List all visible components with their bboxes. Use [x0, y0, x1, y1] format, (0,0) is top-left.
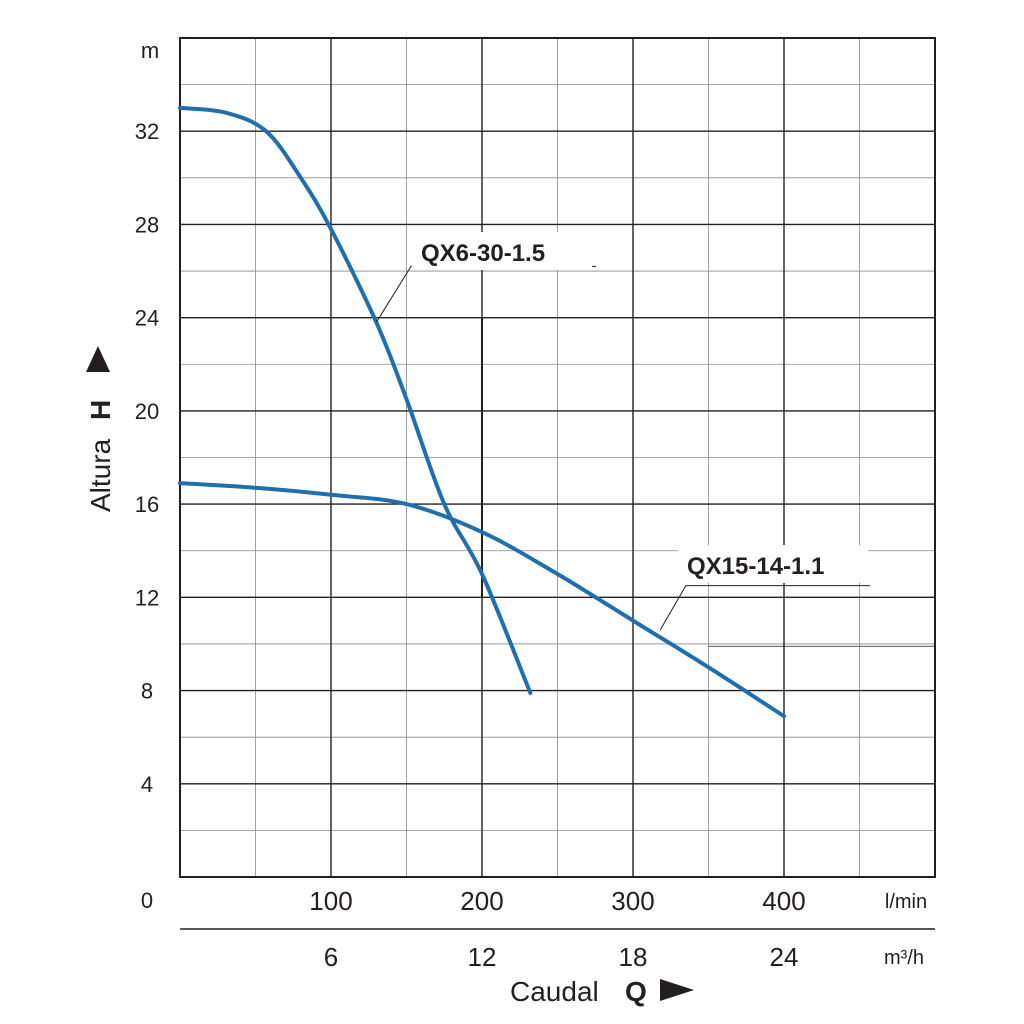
- series-label-leader-qx6: [375, 265, 596, 323]
- series-line-1: [178, 105, 533, 695]
- series-layer: [178, 105, 786, 719]
- x-tick-labels-primary: 100 200 300 400: [309, 886, 805, 916]
- plot-frame: [179, 37, 936, 878]
- y-axis-title: Altura H: [85, 346, 116, 512]
- series-label-qx15: QX15-14-1.1: [659, 545, 935, 647]
- x-unit-primary-label: l/min: [885, 891, 927, 913]
- y-axis-arrow-icon: [86, 346, 110, 372]
- series-label-leader-qx15: [659, 585, 870, 631]
- y-tick-label: 24: [135, 306, 159, 331]
- series-label-text-qx6: QX6-30-1.5: [421, 240, 545, 267]
- y-tick-labels: 4 8 12 16 20 24 28 32: [135, 119, 159, 797]
- x-axis-title: Caudal Q: [510, 976, 694, 1007]
- series-label-bg-qx15: [678, 545, 868, 583]
- grid-major-lines: [180, 38, 935, 877]
- y-tick-label: 16: [135, 492, 159, 517]
- series-line-2: [178, 481, 786, 719]
- x-tick-label-primary: 200: [460, 886, 503, 916]
- y-tick-label: 20: [135, 399, 159, 424]
- origin-label: 0: [141, 888, 153, 913]
- x-tick-label-secondary: 6: [324, 942, 338, 972]
- x-axis-arrow-icon: [660, 979, 694, 1001]
- x-axis-title-text: Caudal: [510, 976, 599, 1007]
- x-tick-label-primary: 300: [611, 886, 654, 916]
- series-label-bg-qx6: [412, 232, 592, 270]
- series-label-text-qx15: QX15-14-1.1: [687, 553, 824, 580]
- x-tick-label-primary: 400: [762, 886, 805, 916]
- y-tick-label: 32: [135, 119, 159, 144]
- x-axis-symbol: Q: [625, 976, 647, 1007]
- y-axis-title-text: Altura: [85, 438, 116, 512]
- x-tick-label-secondary: 12: [468, 942, 497, 972]
- x-tick-label-secondary: 24: [770, 942, 799, 972]
- x-tick-labels-secondary: 6 12 18 24: [324, 942, 799, 972]
- series-label-qx6: QX6-30-1.5: [375, 232, 596, 323]
- y-tick-label: 12: [135, 585, 159, 610]
- y-tick-label: 8: [141, 679, 153, 704]
- y-tick-label: 4: [141, 772, 153, 797]
- y-tick-label: 28: [135, 212, 159, 237]
- x-tick-label-secondary: 18: [619, 942, 648, 972]
- y-unit-label: m: [141, 38, 159, 63]
- y-axis-symbol: H: [85, 400, 116, 420]
- x-tick-label-primary: 100: [309, 886, 352, 916]
- x-unit-secondary-label: m³/h: [884, 947, 924, 969]
- grid-minor-lines: [180, 38, 935, 877]
